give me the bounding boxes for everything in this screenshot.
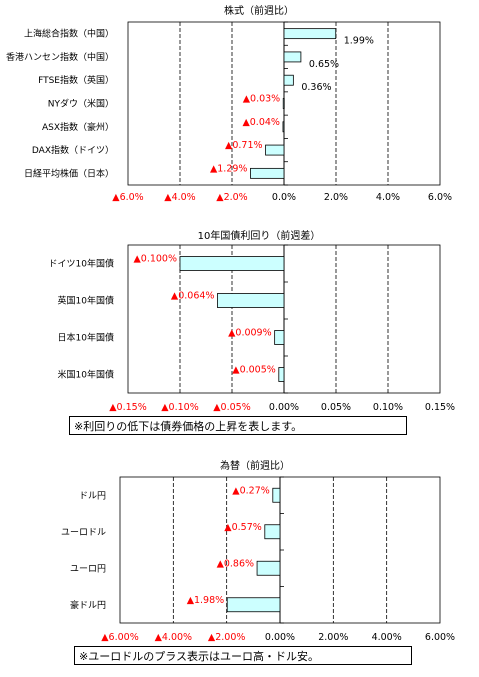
category-label: 豪ドル円 [70,599,106,611]
bar [274,330,285,345]
tick-label: 0.00% [269,402,299,413]
bar [226,597,281,613]
fx-note: ※ユーロドルのプラス表示はユーロ高・ドル安。 [74,646,412,665]
data-label: ▲0.71% [225,140,263,151]
tick-label: ▲4.0% [164,192,195,203]
bar [283,28,337,40]
chart-title: 株式（前週比） [224,4,294,17]
data-label: ▲0.86% [217,558,255,569]
data-label: ▲0.27% [232,485,270,496]
category-label: DAX指数（ドイツ） [32,144,114,156]
data-label: ▲0.064% [171,291,215,302]
category-label: 日経平均株価（日本） [24,167,114,179]
category-label: 香港ハンセン指数（中国） [6,51,114,63]
bar [278,367,285,382]
data-label: 0.36% [301,82,331,93]
tick-label: 6.0% [428,192,452,203]
category-label: 英国10年国債 [58,295,114,307]
bar [217,293,285,308]
tick-label: 0.05% [321,402,351,413]
tick-label: 0.10% [373,402,403,413]
data-label: ▲0.03% [243,94,281,105]
data-label: 1.99% [344,36,374,47]
tick-label: ▲6.00% [101,632,139,643]
tick-label: ▲0.10% [161,402,199,413]
tick-label: ▲6.0% [112,192,143,203]
bar [282,98,285,109]
category-label: 上海総合指数（中国） [24,28,114,40]
bar [256,560,281,576]
tick-label: 0.00% [265,632,295,643]
category-label: ASX指数（豪州） [42,121,114,133]
bar [179,256,285,271]
category-label: 日本10年国債 [58,332,114,344]
chart-title: 10年国債利回り（前週差） [198,229,321,242]
chart-title: 為替（前週比） [220,459,290,472]
data-label: ▲1.98% [187,595,225,606]
category-label: ドイツ10年国債 [49,258,114,270]
category-label: ユーロドル [61,528,106,538]
tick-label: 2.0% [324,192,348,203]
category-label: FTSE指数（英国） [38,74,114,86]
tick-label: 0.15% [425,402,455,413]
category-label: NYダウ（米国） [48,98,114,110]
bar [264,524,281,540]
tick-label: 2.00% [318,632,348,643]
bar [283,74,294,86]
data-label: ▲1.29% [210,163,248,174]
bar [250,167,285,179]
category-label: ユーロ円 [70,563,106,574]
tick-label: ▲4.00% [155,632,193,643]
category-label: ドル円 [79,490,106,501]
tick-label: ▲0.05% [213,402,251,413]
data-label: ▲0.100% [133,254,177,265]
tick-label: 6.00% [425,632,455,643]
bar [265,144,285,156]
data-label: ▲0.04% [242,117,280,128]
tick-label: ▲2.0% [216,192,247,203]
tick-label: 4.0% [376,192,400,203]
data-label: ▲0.005% [232,365,276,376]
bar [272,487,281,503]
tick-label: 0.0% [272,192,296,203]
bond-note: ※利回りの低下は債券価格の上昇を表します。 [69,416,407,435]
data-label: 0.65% [309,59,339,70]
data-label: ▲0.57% [224,522,262,533]
bar [282,121,285,133]
bar [283,51,302,63]
tick-label: 4.00% [372,632,402,643]
category-label: 米国10年国債 [58,369,114,381]
tick-label: ▲0.15% [109,402,147,413]
data-label: ▲0.009% [228,328,272,339]
tick-label: ▲2.00% [208,632,246,643]
